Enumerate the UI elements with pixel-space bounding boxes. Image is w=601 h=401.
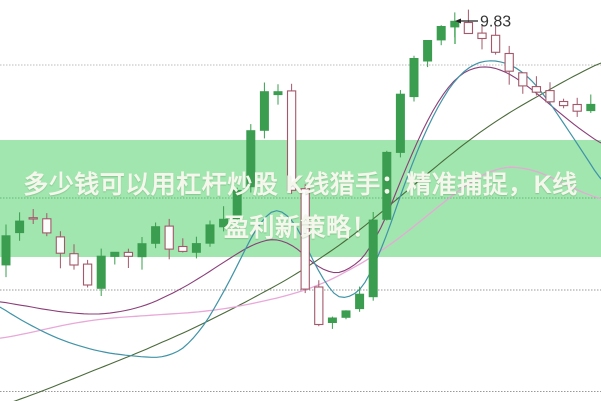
svg-text:9.83: 9.83	[480, 14, 511, 31]
